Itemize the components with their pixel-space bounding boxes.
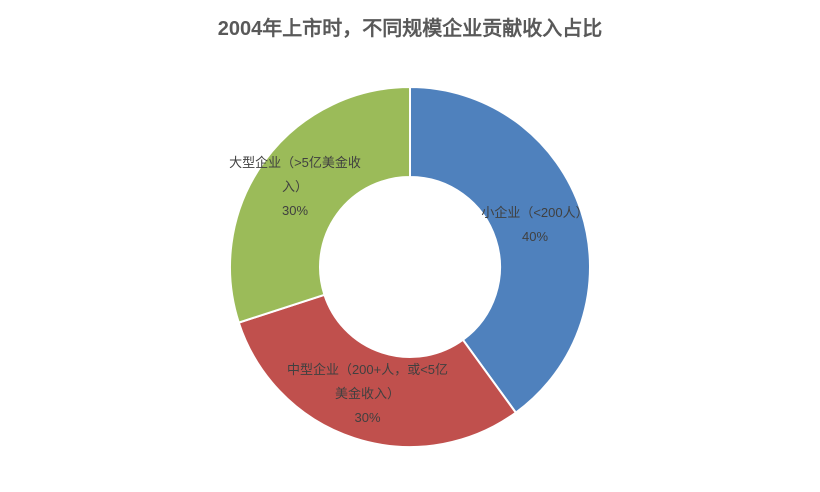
donut-slice bbox=[409, 85, 591, 415]
chart-title: 2004年上市时，不同规模企业贡献收入占比 bbox=[217, 18, 603, 40]
category-label: 小企业（<200人） bbox=[481, 205, 589, 220]
data-label: 中型企业（200+人，或<5亿美金收入） 30% bbox=[285, 358, 450, 430]
donut-slice bbox=[237, 293, 518, 448]
category-label: 大型企业（>5亿美金收入） bbox=[229, 155, 361, 194]
data-label: 大型企业（>5亿美金收入） 30% bbox=[220, 151, 370, 223]
category-label: 中型企业（200+人，或<5亿美金收入） bbox=[286, 362, 449, 401]
value-label: 30% bbox=[354, 410, 381, 425]
value-label: 40% bbox=[521, 229, 549, 244]
data-label: 小企业（<200人） 40% bbox=[470, 201, 600, 249]
donut-slice bbox=[229, 85, 411, 324]
value-label: 30% bbox=[281, 203, 309, 218]
